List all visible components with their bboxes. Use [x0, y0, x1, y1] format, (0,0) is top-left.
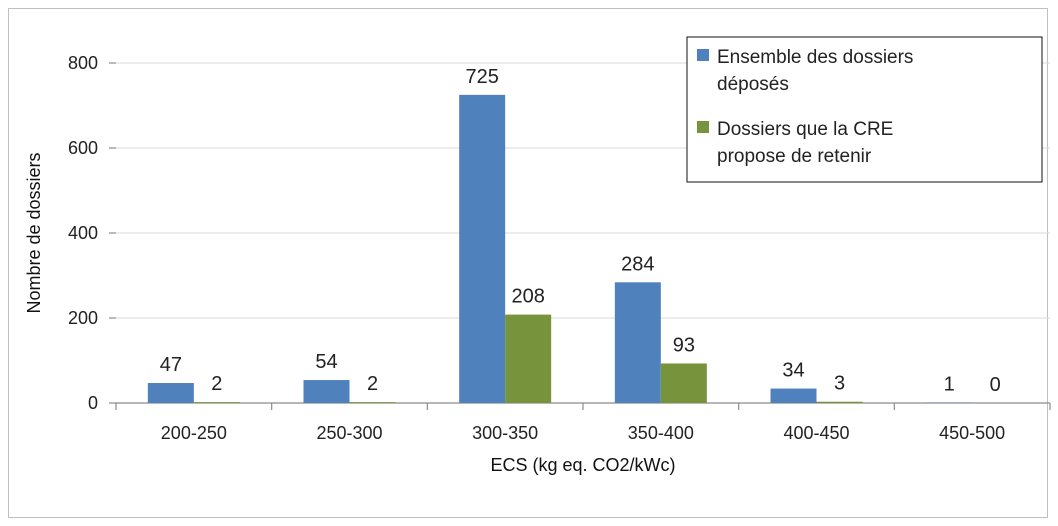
bar-series-1-300-350 [459, 94, 506, 403]
data-label-series-1-300-350: 725 [465, 66, 498, 88]
data-label-series-1-200-250: 47 [160, 354, 182, 376]
legend: Ensemble des dossiers déposés Dossiers q… [686, 36, 1043, 183]
data-label-series-2-400-450: 3 [834, 373, 845, 395]
bar-data-labels: 47 2 54 2 725 208 284 93 34 3 1 0 [160, 66, 1001, 396]
legend-swatch-series-2 [697, 121, 709, 133]
legend-box [686, 36, 1043, 183]
y-tick-label: 400 [68, 223, 98, 243]
bars [147, 94, 973, 403]
y-tick-label: 600 [68, 138, 98, 158]
y-tick-label: 800 [68, 53, 98, 73]
x-category-label: 400-450 [783, 423, 849, 443]
bar-series-2-350-400 [660, 363, 707, 403]
x-axis-title: ECS (kg eq. CO2/kWc) [490, 455, 675, 475]
bar-series-2-300-350 [505, 314, 552, 403]
bar-series-1-400-450 [770, 388, 817, 403]
data-label-series-1-250-300: 54 [315, 351, 337, 373]
bar-series-2-200-250 [193, 402, 240, 403]
data-label-series-1-450-500: 1 [944, 374, 955, 396]
data-label-series-2-250-300: 2 [367, 373, 378, 395]
data-label-series-1-350-400: 284 [621, 253, 654, 275]
data-label-series-2-200-250: 2 [211, 373, 222, 395]
y-axis-title: Nombre de dossiers [24, 152, 44, 313]
y-tick-label: 200 [68, 308, 98, 328]
x-category-label: 200-250 [161, 423, 227, 443]
bar-series-2-400-450 [816, 401, 863, 403]
x-category-label: 250-300 [316, 423, 382, 443]
gridlines [116, 62, 1050, 319]
x-axis-category-labels: 200-250 250-300 300-350 350-400 400-450 450-5… [161, 423, 1005, 443]
legend-label-series-2-line-1: Dossiers que la CRE [717, 119, 893, 140]
data-label-series-2-350-400: 93 [673, 334, 695, 356]
x-axis-ticks [115, 403, 1051, 410]
y-axis-ticks: 0 200 400 600 800 [68, 53, 116, 413]
data-label-series-1-400-450: 34 [782, 360, 804, 382]
x-category-label: 350-400 [628, 423, 694, 443]
legend-swatch-series-1 [697, 49, 709, 61]
bar-series-1-200-250 [147, 383, 194, 403]
bar-series-1-350-400 [614, 282, 661, 403]
bar-series-2-250-300 [349, 402, 396, 403]
bar-series-1-250-300 [303, 380, 350, 403]
legend-label-series-1-line-2: déposés [717, 74, 789, 95]
data-label-series-2-300-350: 208 [511, 286, 544, 308]
legend-label-series-2-line-2: propose de retenir [717, 146, 872, 167]
x-category-label: 300-350 [472, 423, 538, 443]
legend-label-series-1-line-1: Ensemble des dossiers [717, 47, 913, 68]
y-tick-label: 0 [88, 393, 98, 413]
x-category-label: 450-500 [939, 423, 1005, 443]
data-label-series-2-450-500: 0 [990, 374, 1001, 396]
